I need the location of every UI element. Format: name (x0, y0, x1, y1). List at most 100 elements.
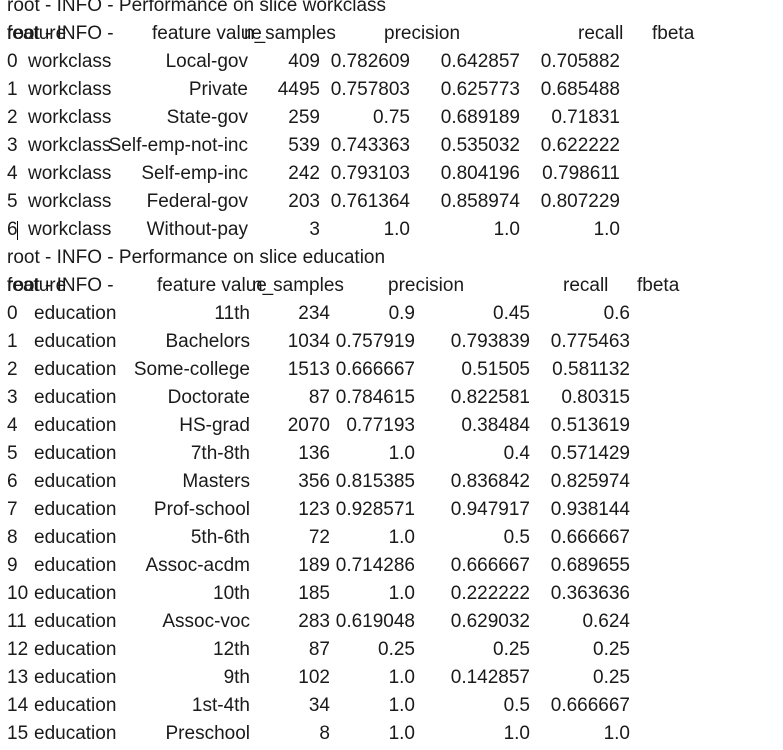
table-row: 9 education Assoc-acdm 189 0.714286 0.666667 0… (0, 552, 783, 580)
row-feature-value: 10th (213, 583, 250, 604)
row-n-samples: 2070 (287, 415, 330, 436)
row-recall: 0.45 (493, 303, 530, 324)
row-n-samples: 189 (298, 555, 330, 576)
table-row: 8 education 5th-6th 72 1.0 0.5 0.666667 (0, 524, 783, 552)
row-fbeta: 0.685488 (540, 79, 620, 100)
row-n-samples: 102 (298, 667, 330, 688)
row-precision: 1.0 (388, 527, 415, 548)
row-feature: workclass (28, 79, 112, 100)
row-fbeta: 0.938144 (550, 499, 630, 520)
row-fbeta: 0.25 (593, 639, 630, 660)
row-feature: education (34, 303, 117, 324)
row-feature-value: 12th (213, 639, 250, 660)
row-recall: 0.25 (493, 639, 530, 660)
header-feature: feature (7, 275, 67, 296)
row-index: 10 (7, 583, 29, 604)
header-feature-value: feature value (152, 23, 262, 44)
row-feature-value: Prof-school (153, 499, 250, 520)
row-n-samples: 4495 (277, 79, 320, 100)
table-row: 7 education Prof-school 123 0.928571 0.947917… (0, 496, 783, 524)
row-feature-value: Assoc-voc (162, 611, 250, 632)
row-n-samples: 185 (298, 583, 330, 604)
row-n-samples: 283 (298, 611, 330, 632)
row-recall: 0.535032 (440, 135, 520, 156)
row-feature-value: 1st-4th (191, 695, 250, 716)
row-feature-value: Local-gov (165, 51, 248, 72)
row-recall: 0.222222 (450, 583, 530, 604)
row-feature: education (34, 695, 117, 716)
row-precision: 1.0 (388, 583, 415, 604)
row-feature: workclass (28, 163, 112, 184)
row-feature-value: State-gov (166, 107, 248, 128)
row-feature-value: Private (188, 79, 248, 100)
table-row: 14 education 1st-4th 34 1.0 0.5 0.666667 (0, 692, 783, 720)
table-row: 5 workclass Federal-gov 203 0.761364 0.858974… (0, 188, 783, 216)
row-index: 12 (7, 639, 29, 660)
row-feature-value: Self-emp-inc (141, 163, 248, 184)
row-n-samples: 34 (308, 695, 330, 716)
header-n-samples: n_samples (252, 275, 344, 296)
row-index: 1 (7, 79, 18, 100)
row-index: 0 (7, 51, 18, 72)
row-n-samples: 539 (288, 135, 320, 156)
row-feature: education (34, 723, 117, 744)
row-precision: 0.9 (388, 303, 415, 324)
row-index: 2 (7, 359, 18, 380)
row-feature: education (34, 555, 117, 576)
row-feature: workclass (28, 135, 112, 156)
row-fbeta: 0.775463 (550, 331, 630, 352)
row-fbeta: 0.6 (603, 303, 630, 324)
row-n-samples: 1034 (287, 331, 330, 352)
row-fbeta: 0.825974 (550, 471, 630, 492)
row-recall: 0.822581 (450, 387, 530, 408)
row-n-samples: 87 (308, 639, 330, 660)
table-row: 4 workclass Self-emp-inc 242 0.793103 0.80419… (0, 160, 783, 188)
row-precision: 1.0 (388, 667, 415, 688)
row-n-samples: 242 (288, 163, 320, 184)
row-index: 15 (7, 723, 29, 744)
row-recall: 0.5 (503, 695, 530, 716)
row-index: 3 (7, 387, 18, 408)
row-n-samples: 234 (298, 303, 330, 324)
table-row: 1 workclass Private 4495 0.757803 0.625773 0.6… (0, 76, 783, 104)
row-fbeta: 0.624 (582, 611, 630, 632)
row-precision: 0.714286 (335, 555, 415, 576)
row-feature-value: Self-emp-not-inc (108, 135, 248, 156)
row-index: 0 (7, 303, 18, 324)
row-recall: 0.625773 (440, 79, 520, 100)
table-row: 2 workclass State-gov 259 0.75 0.689189 0.7183… (0, 104, 783, 132)
row-feature-value: Without-pay (146, 219, 248, 240)
row-fbeta: 0.581132 (552, 359, 630, 380)
row-feature-value: 7th-8th (190, 443, 250, 464)
row-fbeta: 0.666667 (550, 527, 630, 548)
row-feature: education (34, 667, 117, 688)
row-fbeta: 0.571429 (550, 443, 630, 464)
header-prefix: root - INFO - (7, 23, 114, 44)
row-feature-value: 9th (223, 667, 250, 688)
row-index: 11 (7, 611, 27, 632)
header-fbeta: fbeta (652, 23, 695, 44)
table-row: 6 workclass Without-pay 3 1.0 1.0 1.0 (0, 216, 783, 244)
table-row: 3 workclass Self-emp-not-inc 539 0.743363 0.5… (0, 132, 783, 160)
row-fbeta: 0.622222 (540, 135, 620, 156)
row-n-samples: 259 (288, 107, 320, 128)
section-title-text: root - INFO - Performance on slice workc… (7, 0, 387, 16)
row-n-samples: 356 (298, 471, 330, 492)
row-precision: 0.757919 (335, 331, 415, 352)
row-recall: 1.0 (493, 219, 520, 240)
row-feature: workclass (28, 219, 112, 240)
row-recall: 0.4 (503, 443, 530, 464)
row-precision: 0.757803 (330, 79, 410, 100)
row-feature: education (34, 527, 117, 548)
row-precision: 0.784615 (335, 387, 415, 408)
section-title: root - INFO - Performance on slice workc… (0, 0, 783, 20)
row-recall: 0.629032 (450, 611, 530, 632)
row-index: 5 (7, 191, 18, 212)
row-feature-value: Masters (182, 471, 250, 492)
row-feature: education (34, 331, 117, 352)
row-feature: workclass (28, 107, 112, 128)
row-index: 8 (7, 527, 18, 548)
row-index: 6 (7, 219, 18, 240)
row-n-samples: 87 (308, 387, 330, 408)
row-feature-value: HS-grad (179, 415, 250, 436)
